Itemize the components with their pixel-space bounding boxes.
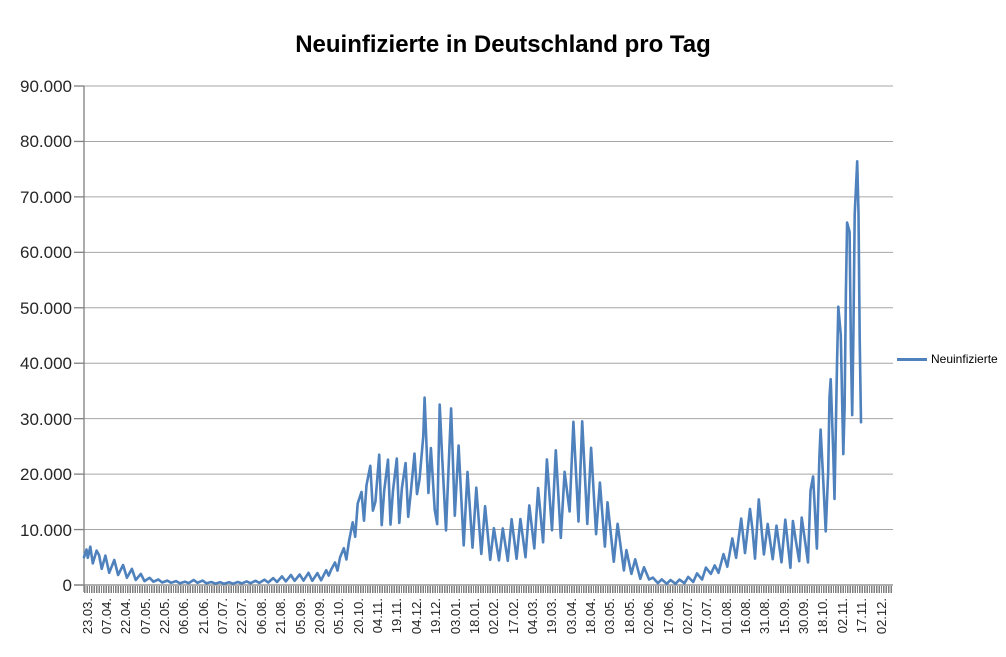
- y-axis-tick-label: 70.000: [20, 187, 72, 207]
- x-axis-tick-label: 22.05.: [157, 598, 172, 635]
- y-axis-tick-label: 30.000: [20, 409, 72, 429]
- x-axis-tick-label: 02.02.: [486, 598, 502, 635]
- x-axis-tick-label: 17.07.: [699, 598, 715, 635]
- legend-label: Neuinfizierte: [931, 352, 998, 366]
- legend: Neuinfizierte: [897, 352, 998, 366]
- legend-line-icon: [897, 357, 927, 361]
- x-axis-tick-label: 01.08.: [718, 598, 734, 635]
- x-axis-tick-label: 17.11.: [854, 598, 870, 634]
- x-axis-tick-label: 18.05.: [621, 598, 637, 635]
- x-axis-tick-label: 02.11.: [834, 598, 850, 634]
- y-axis-tick-label: 80.000: [20, 132, 72, 152]
- x-axis-tick-label: 17.02.: [505, 598, 521, 635]
- x-axis-tick-strip: [84, 586, 893, 593]
- x-axis-tick-label: 02.12.: [873, 598, 889, 635]
- x-axis-tick-label: 16.08.: [737, 598, 753, 635]
- y-axis-tick-label: 50.000: [20, 298, 72, 318]
- series-line: [82, 160, 863, 586]
- y-axis-tick-label: 60.000: [20, 243, 72, 263]
- x-axis-tick-label: 07.07.: [215, 598, 231, 635]
- x-axis-tick-label: 03.01.: [447, 598, 463, 635]
- chart-title: Neuinfizierte in Deutschland pro Tag: [295, 31, 711, 58]
- x-axis-tick-label: 03.04.: [563, 598, 579, 635]
- x-axis-tick-label: 23.03.: [79, 598, 95, 635]
- x-axis-tick-label: 04.12.: [408, 598, 424, 635]
- x-axis-tick-label: 15.09.: [776, 598, 792, 635]
- x-axis-tick-label: 19.11.: [389, 598, 405, 634]
- x-axis-tick-label: 20.10.: [350, 598, 366, 635]
- x-axis-tick-label: 21.06.: [195, 598, 211, 635]
- x-axis-tick-label: 18.10.: [815, 598, 831, 635]
- x-axis-tick-label: 22.04.: [118, 598, 134, 635]
- x-axis-tick-label: 05.09.: [292, 598, 308, 635]
- y-axis-tick-label: 20.000: [20, 465, 72, 485]
- y-axis-tick-label: 10.000: [20, 520, 72, 540]
- y-axis-tick-label: 90.000: [20, 77, 72, 96]
- x-axis-tick-label: 05.10.: [331, 598, 347, 635]
- x-axis-tick-label: 21.08.: [273, 598, 289, 635]
- x-axis-tick-label: 31.08.: [757, 598, 773, 635]
- x-axis-tick-label: 04.03.: [524, 598, 540, 635]
- x-axis-tick-label: 18.04.: [583, 598, 598, 635]
- x-axis-tick-label: 06.08.: [253, 598, 269, 635]
- x-axis-tick-label: 02.06.: [641, 598, 657, 635]
- x-axis-tick-label: 07.05.: [137, 598, 153, 635]
- x-axis-tick-label: 07.04.: [98, 598, 114, 635]
- x-axis-tick-label: 02.07.: [679, 598, 695, 635]
- x-axis-tick-label: 22.07.: [234, 598, 250, 635]
- x-axis-tick-label: 30.09.: [796, 598, 811, 635]
- x-axis-tick-label: 04.11.: [370, 598, 385, 634]
- x-axis-tick-label: 17.06.: [660, 598, 676, 635]
- y-axis-tick-label: 0: [62, 576, 72, 595]
- x-axis-tick-label: 19.03.: [544, 598, 560, 635]
- x-axis-tick-label: 18.01.: [466, 598, 482, 635]
- x-axis-tick-label: 19.12.: [428, 598, 444, 635]
- x-axis-tick-label: 06.06.: [176, 598, 192, 635]
- y-axis-tick-label: 40.000: [20, 354, 72, 374]
- x-axis-tick-label: 20.09.: [311, 598, 327, 635]
- x-axis-tick-label: 03.05.: [602, 598, 618, 635]
